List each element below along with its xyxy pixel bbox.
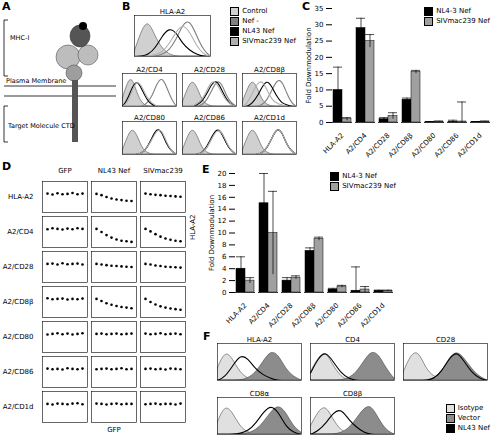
- svg-text:8: 8: [222, 241, 226, 249]
- svg-text:HLA-A2: HLA-A2: [322, 132, 346, 156]
- svg-text:A2/CD80: A2/CD80: [410, 131, 438, 160]
- svg-text:A2/CD1d: A2/CD1d: [359, 302, 386, 329]
- svg-text:Plasma Membrane: Plasma Membrane: [6, 77, 66, 85]
- svg-text:A2/CD1d: A2/CD1d: [254, 114, 285, 122]
- svg-text:35: 35: [315, 5, 324, 13]
- svg-text:A2/CD1d: A2/CD1d: [456, 132, 483, 159]
- svg-text:A2/CD80: A2/CD80: [313, 301, 341, 330]
- svg-text:12: 12: [218, 217, 227, 225]
- svg-text:18: 18: [218, 182, 227, 190]
- svg-text:A2/CD86: A2/CD86: [336, 301, 364, 330]
- svg-text:15: 15: [315, 70, 324, 78]
- svg-text:Fold Downmodulation: Fold Downmodulation: [305, 27, 313, 103]
- svg-text:A2/CD1d: A2/CD1d: [3, 403, 34, 411]
- svg-text:A2/CD28: A2/CD28: [364, 131, 392, 160]
- html-text:Control: Control: [242, 7, 268, 15]
- svg-text:MHC-I: MHC-I: [10, 34, 29, 42]
- html-text:SIVmac239 Nef: SIVmac239 Nef: [436, 17, 490, 25]
- svg-text:A2/CD86: A2/CD86: [433, 131, 461, 160]
- svg-text:HLA-A2: HLA-A2: [8, 193, 34, 201]
- svg-text:A2/CD4: A2/CD4: [344, 131, 369, 156]
- svg-text:A2/CD86: A2/CD86: [3, 368, 34, 376]
- html-text:F: F: [203, 330, 211, 343]
- svg-text:HLA-A2: HLA-A2: [247, 336, 273, 344]
- svg-text:CD28: CD28: [436, 336, 455, 344]
- svg-text:Fold Downmodulation: Fold Downmodulation: [208, 195, 216, 271]
- svg-text:HLA-A2: HLA-A2: [160, 8, 186, 16]
- svg-text:16: 16: [218, 194, 227, 202]
- svg-text:0: 0: [222, 289, 226, 297]
- html-text:NL4-3 Nef: NL4-3 Nef: [342, 172, 377, 180]
- html-text:Vector: Vector: [457, 414, 480, 422]
- html-text:HLA-A2: HLA-A2: [189, 214, 197, 240]
- html-text:D: D: [2, 160, 12, 173]
- html-text:E: E: [202, 163, 210, 176]
- html-text:C: C: [302, 0, 311, 13]
- html-text:NL43 Nef: NL43 Nef: [242, 27, 275, 35]
- svg-text:20: 20: [218, 170, 227, 178]
- html-text:NL43 Nef: NL43 Nef: [457, 424, 490, 432]
- svg-text:CD4: CD4: [345, 336, 360, 344]
- svg-text:10: 10: [315, 86, 324, 94]
- svg-text:5: 5: [319, 102, 323, 110]
- svg-text:0: 0: [319, 119, 323, 127]
- svg-text:A2/CD28: A2/CD28: [194, 66, 225, 74]
- svg-text:Target Molecule CTD: Target Molecule CTD: [7, 122, 75, 130]
- svg-text:A2/CD86: A2/CD86: [194, 114, 225, 122]
- svg-text:HLA-A2: HLA-A2: [225, 302, 249, 326]
- svg-text:A2/CD80: A2/CD80: [134, 114, 165, 122]
- svg-text:A2/CD8β: A2/CD8β: [254, 66, 285, 74]
- svg-text:CD8β: CD8β: [343, 390, 362, 398]
- svg-text:6: 6: [222, 253, 227, 261]
- svg-text:A2/CD8β: A2/CD8β: [387, 131, 415, 160]
- svg-text:A2/CD8β: A2/CD8β: [3, 298, 34, 306]
- svg-text:2: 2: [222, 277, 226, 285]
- html-text:SIVmac239 Nef: SIVmac239 Nef: [342, 182, 396, 190]
- html-text:NL4-3 Nef: NL4-3 Nef: [436, 7, 471, 15]
- svg-text:SIVmac239: SIVmac239: [143, 167, 183, 175]
- svg-text:4: 4: [222, 265, 227, 273]
- html-text:Isotype: Isotype: [457, 404, 484, 412]
- html-text:GFP: GFP: [107, 426, 121, 434]
- svg-text:A2/CD28: A2/CD28: [267, 301, 295, 330]
- svg-text:A2/CD80: A2/CD80: [3, 333, 34, 341]
- html-text:Nef -: Nef -: [242, 17, 259, 25]
- svg-text:A2/CD8β: A2/CD8β: [290, 301, 318, 330]
- svg-text:A2/CD4: A2/CD4: [7, 228, 34, 236]
- svg-text:30: 30: [315, 21, 324, 29]
- svg-text:A2/CD4: A2/CD4: [136, 66, 163, 74]
- svg-text:A2/CD28: A2/CD28: [3, 263, 34, 271]
- html-text:B: B: [122, 0, 131, 13]
- svg-text:20: 20: [315, 54, 324, 62]
- svg-text:CD8α: CD8α: [250, 390, 270, 398]
- html-text:SIVmac239 Nef: SIVmac239 Nef: [242, 37, 296, 45]
- svg-text:25: 25: [315, 37, 324, 45]
- svg-text:A2/CD4: A2/CD4: [247, 301, 272, 326]
- svg-text:10: 10: [218, 229, 227, 237]
- svg-text:NL43 Nef: NL43 Nef: [98, 167, 131, 175]
- svg-text:14: 14: [218, 205, 227, 213]
- html-text:A: A: [2, 0, 11, 13]
- svg-text:GFP: GFP: [58, 167, 72, 175]
